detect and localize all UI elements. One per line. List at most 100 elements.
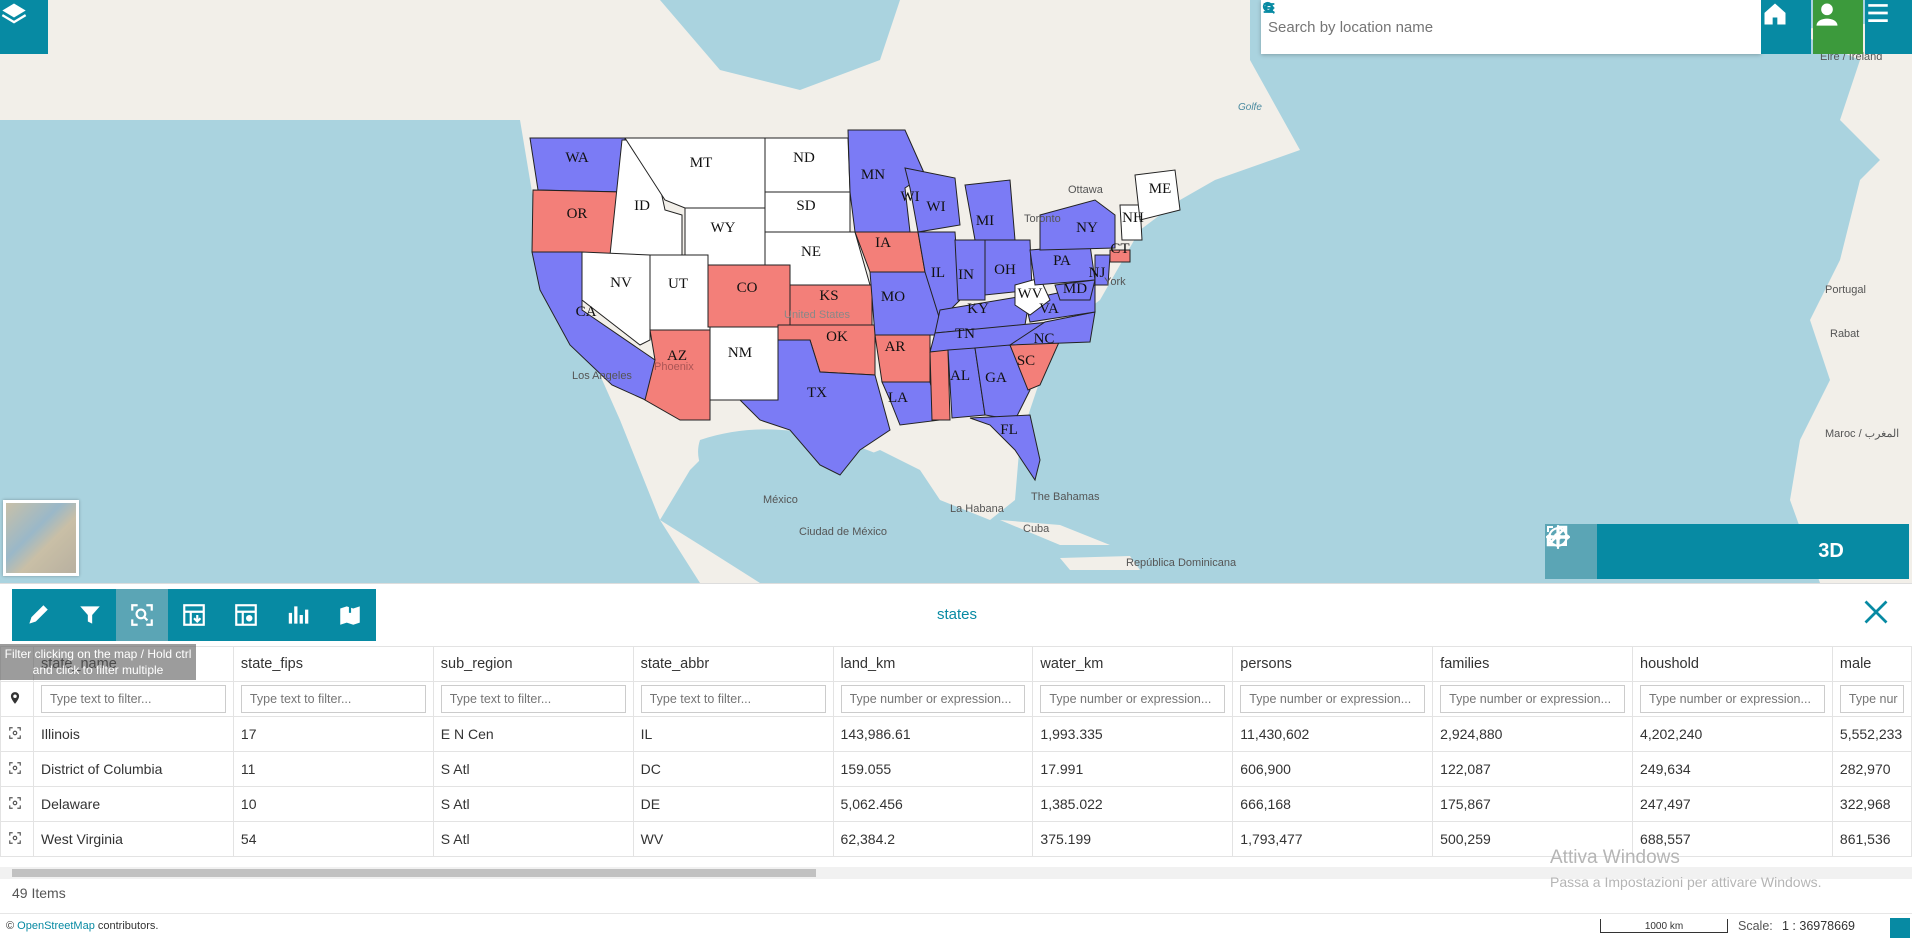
table-cell[interactable]: 861,536 bbox=[1831, 821, 1912, 857]
table-cell[interactable]: 1,993.335 bbox=[1032, 716, 1234, 752]
table-cell[interactable]: 2,924,880 bbox=[1432, 716, 1634, 752]
zoom-to-max-extent-button[interactable] bbox=[1547, 524, 1753, 579]
home-button[interactable] bbox=[1761, 0, 1811, 54]
table-cell[interactable]: West Virginia bbox=[32, 821, 234, 857]
table-cell[interactable]: 11,430,602 bbox=[1232, 716, 1434, 752]
table-row[interactable]: Delaware 10 S Atl DE 5,062.456 1,385.022 666,1… bbox=[0, 786, 1912, 822]
filter-input-sub-region[interactable] bbox=[440, 685, 626, 713]
filter-input-families[interactable] bbox=[1440, 685, 1626, 713]
map-filter-toggle[interactable] bbox=[0, 681, 34, 717]
table-cell[interactable]: Delaware bbox=[32, 786, 234, 822]
table-cell[interactable]: DC bbox=[632, 751, 834, 787]
table-cell[interactable]: DE bbox=[632, 786, 834, 822]
table-cell[interactable]: 5,062.456 bbox=[832, 786, 1034, 822]
export-table-button[interactable] bbox=[168, 589, 220, 641]
column-header[interactable]: persons bbox=[1232, 646, 1434, 682]
table-cell[interactable]: 282,970 bbox=[1831, 751, 1912, 787]
map-viewport[interactable]: WA OR ID MT ND SD WY NE MN WI WI MI IA NV UT CO KS MO IL IN… bbox=[0, 0, 1912, 583]
column-header[interactable]: state_fips bbox=[232, 646, 434, 682]
list-icon[interactable] bbox=[1263, 3, 1761, 41]
column-header[interactable]: houshold bbox=[1632, 646, 1833, 682]
column-header[interactable]: families bbox=[1432, 646, 1634, 682]
filter-input-persons[interactable] bbox=[1240, 685, 1426, 713]
table-cell[interactable]: IL bbox=[632, 716, 834, 752]
zoom-in-button[interactable] bbox=[1548, 524, 1649, 579]
filter-input-water-km[interactable] bbox=[1040, 685, 1226, 713]
filter-button[interactable] bbox=[64, 589, 116, 641]
sync-map-button[interactable] bbox=[324, 589, 376, 641]
table-cell[interactable]: 322,968 bbox=[1831, 786, 1912, 822]
table-row[interactable]: District of Columbia 11 S Atl DC 159.055 17.9… bbox=[0, 751, 1912, 787]
table-cell[interactable]: S Atl bbox=[432, 821, 634, 857]
chart-button[interactable] bbox=[272, 589, 324, 641]
table-row[interactable]: West Virginia 54 S Atl WV 62,384.2 375.199 1,7… bbox=[0, 821, 1912, 857]
filter-input-male[interactable] bbox=[1839, 685, 1904, 713]
table-cell[interactable]: 143,986.61 bbox=[832, 716, 1034, 752]
column-header[interactable]: sub_region bbox=[432, 646, 634, 682]
table-cell[interactable]: 606,900 bbox=[1232, 751, 1434, 787]
filter-input-houshold[interactable] bbox=[1640, 685, 1825, 713]
table-cell[interactable]: 688,557 bbox=[1632, 821, 1833, 857]
table-row[interactable]: Illinois 17 E N Cen IL 143,986.61 1,993.335 11… bbox=[0, 716, 1912, 752]
fullscreen-button[interactable] bbox=[1546, 524, 1805, 579]
table-cell[interactable]: Illinois bbox=[32, 716, 234, 752]
gear-icon[interactable] bbox=[1264, 3, 1705, 41]
state-GA bbox=[974, 344, 1031, 421]
table-cell[interactable]: 54 bbox=[232, 821, 434, 857]
table-cell[interactable]: 247,497 bbox=[1632, 786, 1833, 822]
place-label-cuba: Cuba bbox=[1023, 523, 1050, 535]
3d-button[interactable]: 3D bbox=[1818, 540, 1844, 562]
search-icon[interactable] bbox=[1262, 1, 1733, 41]
table-cell[interactable]: 10 bbox=[232, 786, 434, 822]
scrollbar-thumb[interactable] bbox=[12, 869, 816, 877]
column-header[interactable]: water_km bbox=[1032, 646, 1234, 682]
more-button[interactable] bbox=[1546, 524, 1909, 579]
table-cell[interactable]: 62,384.2 bbox=[832, 821, 1034, 857]
table-cell[interactable]: WV bbox=[632, 821, 834, 857]
table-cell[interactable]: 122,087 bbox=[1432, 751, 1634, 787]
filter-input-state-fips[interactable] bbox=[240, 685, 426, 713]
layers-button[interactable] bbox=[0, 0, 48, 54]
footer-toggle-icon[interactable] bbox=[1890, 918, 1910, 938]
table-cell[interactable]: 4,202,240 bbox=[1632, 716, 1833, 752]
table-cell[interactable]: 249,634 bbox=[1632, 751, 1833, 787]
table-cell[interactable]: 500,259 bbox=[1432, 821, 1634, 857]
state-label: SD bbox=[796, 198, 815, 214]
table-cell[interactable]: 1,385.022 bbox=[1032, 786, 1234, 822]
column-header[interactable]: land_km bbox=[832, 646, 1034, 682]
scale-select[interactable]: 1 : 36978669 bbox=[1782, 919, 1855, 933]
zoom-to-feature-icon[interactable] bbox=[0, 786, 34, 822]
table-cell[interactable]: 17 bbox=[232, 716, 434, 752]
close-button[interactable] bbox=[1858, 594, 1894, 630]
table-cell[interactable]: S Atl bbox=[432, 786, 634, 822]
table-cell[interactable]: District of Columbia bbox=[32, 751, 234, 787]
table-cell[interactable]: 375.199 bbox=[1032, 821, 1234, 857]
zoom-out-button[interactable] bbox=[1548, 524, 1701, 579]
table-cell[interactable]: 1,793,477 bbox=[1232, 821, 1434, 857]
table-cell[interactable]: S Atl bbox=[432, 751, 634, 787]
table-cell[interactable]: 5,552,233 bbox=[1831, 716, 1912, 752]
filter-input-land-km[interactable] bbox=[840, 685, 1026, 713]
table-cell[interactable]: E N Cen bbox=[432, 716, 634, 752]
zoom-to-feature-icon[interactable] bbox=[0, 821, 34, 857]
filter-input-state-abbr[interactable] bbox=[640, 685, 826, 713]
edit-button[interactable] bbox=[12, 589, 64, 641]
background-switcher-thumbnail[interactable] bbox=[3, 500, 79, 576]
table-cell[interactable]: 175,867 bbox=[1432, 786, 1634, 822]
menu-button[interactable] bbox=[1865, 0, 1912, 54]
user-button[interactable] bbox=[1813, 0, 1863, 54]
attribution-link[interactable]: OpenStreetMap bbox=[17, 920, 95, 932]
zoom-to-feature-icon[interactable] bbox=[0, 751, 34, 787]
table-cell[interactable]: 11 bbox=[232, 751, 434, 787]
table-cell[interactable]: 17.991 bbox=[1032, 751, 1234, 787]
search-input[interactable] bbox=[1261, 7, 1677, 47]
column-header[interactable]: state_abbr bbox=[632, 646, 834, 682]
table-settings-button[interactable] bbox=[220, 589, 272, 641]
table-cell[interactable]: 159.055 bbox=[832, 751, 1034, 787]
zoom-to-features-button[interactable] bbox=[116, 589, 168, 641]
filter-input-state-name[interactable] bbox=[40, 685, 226, 713]
zoom-to-feature-icon[interactable] bbox=[0, 716, 34, 752]
table-cell[interactable]: 666,168 bbox=[1232, 786, 1434, 822]
column-header[interactable]: male bbox=[1831, 646, 1912, 682]
horizontal-scrollbar[interactable] bbox=[0, 867, 1912, 879]
